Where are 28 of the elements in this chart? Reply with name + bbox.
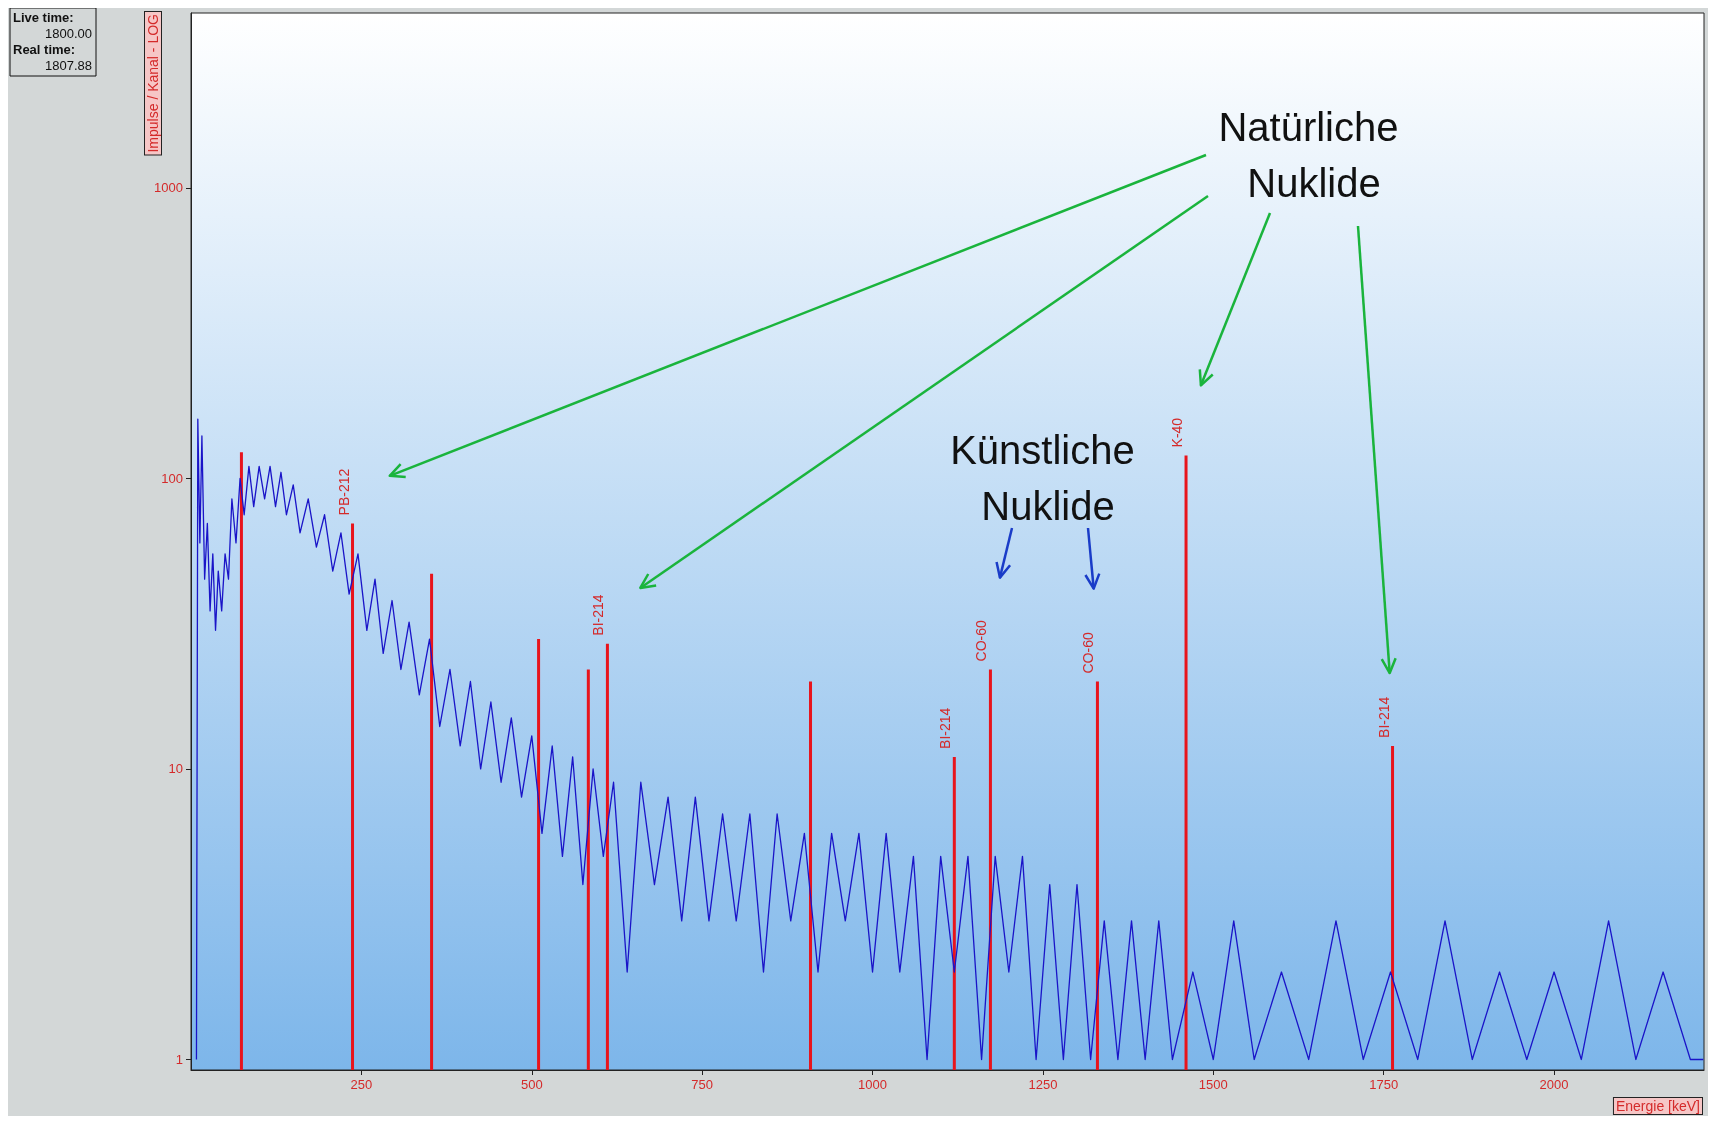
annotation: BI-214 xyxy=(937,707,954,749)
annotation: BI-214 xyxy=(1375,696,1392,738)
x-tick-label: 750 xyxy=(691,1077,713,1092)
text: 1800.00 xyxy=(45,26,92,41)
y-tick-label: 10 xyxy=(168,761,183,777)
annotation: K-40 xyxy=(1169,417,1186,448)
y-tick-label: 1000 xyxy=(154,180,183,196)
x-tick-label: 500 xyxy=(520,1077,543,1092)
x-tick-label: 1500 xyxy=(1198,1077,1228,1092)
text: 1807.88 xyxy=(45,58,92,73)
annotation: Natürliche Nuklide xyxy=(1218,105,1410,205)
annotation: CO-60 xyxy=(1080,632,1097,674)
x-tick-label: 1250 xyxy=(1028,1077,1058,1092)
x-tick-label: 2000 xyxy=(1539,1077,1569,1092)
x-tick-label: 1000 xyxy=(858,1077,887,1092)
y-tick-label: 100 xyxy=(161,470,183,486)
y-axis-title: Impulse / Kanal - LOG xyxy=(145,14,161,153)
annotation: CO-60 xyxy=(973,620,990,662)
text: Real time: xyxy=(13,42,76,57)
annotation: Künstliche Nuklide xyxy=(950,428,1146,528)
x-axis-title: Energie [keV] xyxy=(1615,1098,1700,1114)
annotation: BI-214 xyxy=(590,594,607,636)
text: Live time: xyxy=(13,10,74,25)
line-series xyxy=(195,418,1704,1061)
x-tick-label: 1750 xyxy=(1369,1077,1399,1092)
y-tick-label: 1 xyxy=(175,1051,183,1067)
annotation: PB-212 xyxy=(335,468,352,516)
x-tick-label: 250 xyxy=(350,1077,373,1092)
